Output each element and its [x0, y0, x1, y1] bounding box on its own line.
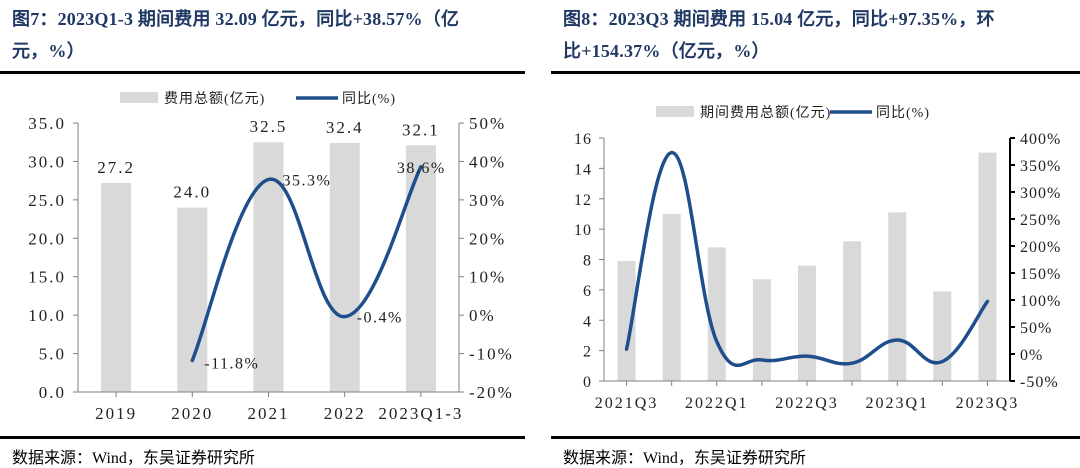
figure-7-source: 数据来源：Wind，东吴证券研究所	[12, 450, 255, 467]
right-y-tick-label: -50%	[1020, 374, 1059, 391]
left-y-tick-label: 20.0	[28, 229, 66, 248]
right-y-tick-label: 300%	[1020, 185, 1061, 202]
bar-2021Q3	[617, 261, 636, 381]
x-tick-label: 2023Q1-3	[378, 404, 463, 423]
legend-bar-label: 期间费用总额(亿元)	[700, 105, 831, 121]
bar-2022Q4	[843, 241, 862, 381]
right-y-tick-label: 0%	[469, 306, 496, 325]
yoy-line	[624, 150, 990, 367]
x-tick-label: 2023Q3	[956, 395, 1020, 412]
bar-label: 32.4	[326, 118, 364, 137]
figure-8-title-line1: 图8：2023Q3 期间费用 15.04 亿元，同比+97.35%，环	[563, 9, 995, 29]
right-y-tick-label: 250%	[1020, 212, 1061, 229]
left-y-tick-label: 12	[574, 192, 592, 209]
left-y-tick-label: 2	[583, 344, 592, 361]
right-y-tick-label: 350%	[1020, 158, 1061, 175]
left-y-tick-label: 15.0	[28, 268, 66, 287]
x-tick-label: 2022Q1	[685, 395, 749, 412]
bar-2022Q2	[752, 279, 771, 381]
legend-bar-label: 费用总额(亿元)	[164, 91, 265, 107]
x-tick-label: 2022Q3	[775, 395, 839, 412]
line-label: 38.6%	[397, 160, 446, 177]
right-y-tick-label: 400%	[1020, 131, 1061, 148]
legend-line-label: 同比(%)	[342, 91, 396, 107]
bar-label: 32.1	[402, 120, 440, 139]
x-tick-label: 2023Q1	[865, 395, 929, 412]
figure-8-bottom-rule	[551, 436, 1080, 439]
right-y-tick-label: 10%	[469, 268, 506, 287]
left-y-tick-label: 0	[583, 374, 592, 391]
bar-2022	[329, 142, 360, 392]
figure-8-chart: 0 2 4 6 8 10 12 14 16 -50% 0% 50% 100% 150% 200% 250% 30…	[574, 105, 1061, 412]
bar-2020	[177, 207, 208, 392]
left-y-tick-label: 4	[583, 313, 592, 330]
figure-8-source: 数据来源：Wind，东吴证券研究所	[563, 450, 806, 467]
figure-7-chart: 27.2 24.0 32.5 32.4 32.1 0.0 5.0 10.0 15.0 20.0 25…	[28, 91, 514, 423]
figure-8-panel: 图8：2023Q3 期间费用 15.04 亿元，同比+97.35%，环 比+15…	[540, 0, 1080, 468]
line-label: -0.4%	[357, 310, 403, 327]
bar-2022Q3	[798, 265, 816, 381]
right-y-tick-label: 0%	[1020, 347, 1043, 364]
right-y-tick-label: 30%	[469, 191, 506, 210]
left-y-tick-label: 6	[583, 283, 592, 300]
left-y-tick-label: 5.0	[39, 345, 66, 364]
bar-2022Q1	[707, 247, 726, 381]
right-y-tick-label: 50%	[469, 114, 506, 133]
bar-2023Q1	[888, 212, 907, 381]
legend-bar-swatch	[120, 92, 158, 103]
figure-7-panel: 图7：2023Q1-3 期间费用 32.09 亿元，同比+38.57%（亿 元，…	[0, 0, 530, 468]
left-y-tick-label: 10.0	[28, 306, 66, 325]
figure-7-title-line1: 图7：2023Q1-3 期间费用 32.09 亿元，同比+38.57%（亿	[12, 9, 460, 29]
right-y-tick-label: 20%	[469, 229, 506, 248]
figure-7-bottom-rule	[0, 436, 525, 439]
figure-7-top-rule	[0, 71, 525, 74]
line-label: -11.8%	[204, 355, 259, 372]
bar-label: 32.5	[250, 117, 288, 136]
bar-2023Q3	[978, 152, 997, 381]
left-y-tick-label: 35.0	[28, 114, 66, 133]
right-y-tick-label: 200%	[1020, 239, 1061, 256]
bar-label: 24.0	[173, 183, 211, 202]
right-y-tick-label: 40%	[469, 152, 506, 171]
x-tick-label: 2019	[95, 404, 137, 423]
legend-bar-swatch	[656, 106, 694, 117]
line-label: 35.3%	[283, 172, 332, 189]
right-y-tick-label: 50%	[1020, 320, 1052, 337]
left-y-tick-label: 8	[583, 253, 592, 270]
left-y-tick-label: 10	[574, 222, 592, 239]
bar-2021Q4	[662, 213, 681, 381]
bar-2019	[101, 182, 132, 392]
bar-2023Q1-3	[405, 145, 436, 392]
figure-7-title-line2: 元，%）	[12, 41, 85, 61]
yoy-line	[190, 165, 423, 363]
right-y-tick-label: 100%	[1020, 293, 1061, 310]
right-y-tick-label: -10%	[469, 345, 514, 364]
figure-8-top-rule	[551, 71, 1080, 74]
legend-line-label: 同比(%)	[876, 105, 930, 121]
x-tick-label: 2020	[171, 404, 213, 423]
bar-2023Q2	[933, 291, 952, 381]
right-y-tick-label: -20%	[469, 383, 514, 402]
right-y-tick-label: 150%	[1020, 266, 1061, 283]
left-y-tick-label: 0.0	[39, 383, 66, 402]
x-tick-label: 2021Q3	[595, 395, 659, 412]
left-y-tick-label: 25.0	[28, 191, 66, 210]
left-y-tick-label: 14	[574, 161, 592, 178]
x-tick-label: 2022	[324, 404, 366, 423]
x-tick-label: 2021	[248, 404, 290, 423]
figure-8-title-line2: 比+154.37%（亿元，%）	[563, 41, 770, 61]
bar-label: 27.2	[97, 158, 135, 177]
left-y-tick-label: 30.0	[28, 152, 66, 171]
left-y-tick-label: 16	[574, 131, 592, 148]
